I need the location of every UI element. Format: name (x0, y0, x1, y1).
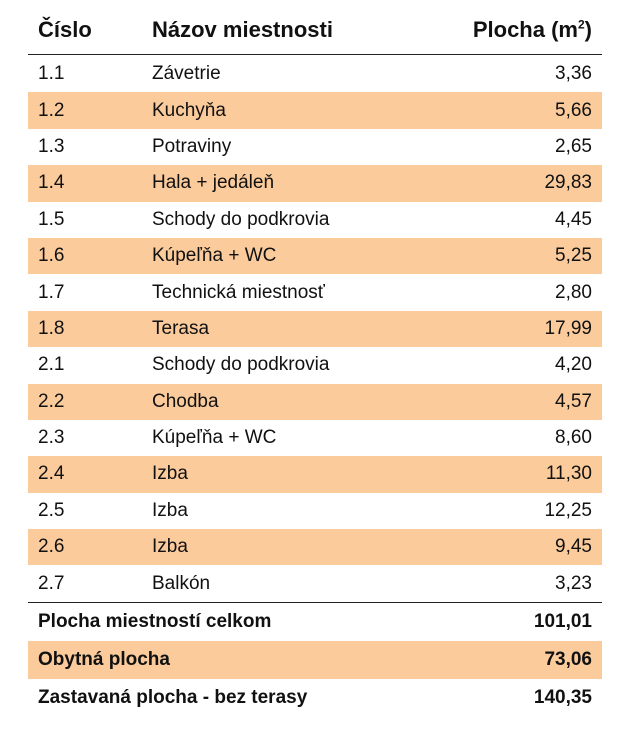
room-number: 2.3 (38, 427, 65, 449)
table-row: 2.5 Izba 12,25 (28, 493, 602, 529)
room-name: Kuchyňa (152, 99, 226, 121)
table-row: 1.7 Technická miestnosť 2,80 (28, 274, 602, 310)
room-number: 1.5 (38, 208, 65, 230)
table-row: 2.4 Izba 11,30 (28, 456, 602, 493)
table-row: 1.3 Potraviny 2,65 (28, 129, 602, 165)
room-name: Potraviny (152, 135, 232, 157)
room-number: 2.4 (38, 463, 65, 485)
summary-row-built-area: Zastavaná plocha - bez terasy 140,35 (28, 679, 602, 717)
room-area: 8,60 (555, 427, 592, 449)
summary-label: Obytná plocha (38, 648, 170, 670)
room-name: Izba (152, 499, 188, 521)
room-number: 1.3 (38, 135, 65, 157)
table-header: Číslo Názov miestnosti Plocha (m2) (28, 6, 602, 55)
room-name: Balkón (152, 572, 211, 594)
table-row: 1.4 Hala + jedáleň 29,83 (28, 165, 602, 202)
room-number: 2.1 (38, 354, 65, 376)
room-name: Schody do podkrovia (152, 208, 330, 230)
room-area: 12,25 (544, 499, 592, 521)
room-area: 4,20 (555, 354, 592, 376)
room-name: Izba (152, 536, 188, 558)
room-name: Izba (152, 463, 188, 485)
room-area: 2,80 (555, 281, 592, 303)
room-area: 9,45 (555, 536, 592, 558)
summary-label: Plocha miestností celkom (38, 610, 272, 632)
room-area: 5,25 (555, 245, 592, 267)
room-name: Kúpeľňa + WC (152, 427, 277, 449)
table-row: 2.7 Balkón 3,23 (28, 565, 602, 601)
room-area: 5,66 (555, 99, 592, 121)
room-name: Závetrie (152, 63, 221, 85)
room-name: Schody do podkrovia (152, 354, 330, 376)
table-row: 2.3 Kúpeľňa + WC 8,60 (28, 420, 602, 456)
room-number: 1.2 (38, 99, 65, 121)
summary-section: Plocha miestností celkom 101,01 Obytná p… (28, 601, 602, 717)
table-row: 2.2 Chodba 4,57 (28, 383, 602, 420)
header-area-superscript: 2 (577, 17, 585, 32)
table-row: 1.8 Terasa 17,99 (28, 310, 602, 348)
room-name: Technická miestnosť (152, 281, 325, 303)
header-room-name: Názov miestnosti (152, 17, 333, 42)
summary-row-living-area: Obytná plocha 73,06 (28, 640, 602, 679)
header-area: Plocha (m2) (472, 17, 592, 42)
room-area-table: Číslo Názov miestnosti Plocha (m2) 1.1 Z… (28, 6, 602, 717)
room-number: 2.5 (38, 499, 65, 521)
room-number: 2.7 (38, 572, 65, 594)
room-name: Hala + jedáleň (152, 172, 275, 194)
table-row: 1.5 Schody do podkrovia 4,45 (28, 202, 602, 238)
room-area: 4,45 (555, 208, 592, 230)
header-number: Číslo (38, 17, 92, 42)
room-number: 2.2 (38, 390, 65, 412)
room-number: 1.6 (38, 245, 65, 267)
room-number: 1.7 (38, 281, 65, 303)
room-name: Terasa (152, 317, 210, 339)
room-number: 2.6 (38, 536, 65, 558)
room-area: 2,65 (555, 135, 592, 157)
room-area: 17,99 (544, 317, 592, 339)
table-row: 2.1 Schody do podkrovia 4,20 (28, 347, 602, 383)
room-area: 4,57 (555, 390, 592, 412)
room-number: 1.1 (38, 63, 65, 85)
room-area: 3,23 (555, 572, 592, 594)
table-row: 1.2 Kuchyňa 5,66 (28, 92, 602, 129)
table-row: 2.6 Izba 9,45 (28, 529, 602, 566)
summary-value: 73,06 (544, 648, 592, 670)
summary-label: Zastavaná plocha - bez terasy (38, 686, 308, 708)
table-row: 1.1 Závetrie 3,36 (28, 56, 602, 92)
room-number: 1.4 (38, 172, 65, 194)
room-area: 3,36 (555, 63, 592, 85)
summary-row-total-area: Plocha miestností celkom 101,01 (28, 603, 602, 641)
room-name: Kúpeľňa + WC (152, 245, 277, 267)
summary-value: 101,01 (533, 610, 592, 632)
room-number: 1.8 (38, 317, 65, 339)
room-area: 29,83 (544, 172, 592, 194)
table-body: 1.1 Závetrie 3,36 1.2 Kuchyňa 5,66 1.3 P… (28, 55, 602, 602)
table-row: 1.6 Kúpeľňa + WC 5,25 (28, 237, 602, 275)
room-area: 11,30 (545, 463, 592, 485)
summary-value: 140,35 (533, 686, 592, 708)
room-name: Chodba (152, 390, 219, 412)
